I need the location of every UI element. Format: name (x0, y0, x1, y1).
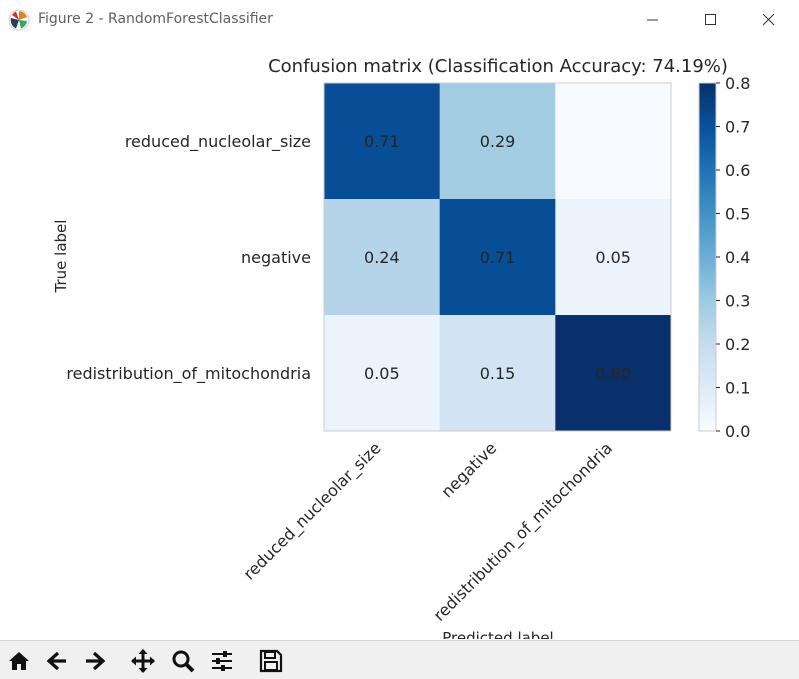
chart-title: Confusion matrix (Classification Accurac… (268, 56, 728, 77)
colorbar-tick-label: 0.2 (725, 335, 750, 354)
window-titlebar: Figure 2 - RandomForestClassifier (0, 0, 799, 40)
cell-value-label: 0.29 (480, 132, 516, 151)
forward-button[interactable] (82, 648, 108, 674)
figure-canvas: Confusion matrix (Classification Accurac… (0, 40, 799, 639)
window-title: Figure 2 - RandomForestClassifier (38, 11, 273, 27)
configure-subplots-button[interactable] (209, 648, 235, 674)
cell-value-label: 0.80 (595, 364, 631, 383)
heatmap-cell (439, 83, 556, 200)
maximize-button[interactable] (688, 0, 734, 40)
row-tick-labels: reduced_nucleolar_size negative redistribu… (66, 132, 311, 384)
minimize-icon (647, 19, 658, 21)
close-button[interactable] (746, 0, 792, 40)
heatmap-cells (324, 83, 672, 432)
colorbar-tick-label: 0.3 (725, 292, 750, 311)
close-icon (763, 14, 775, 26)
colorbar-tick-label: 0.0 (725, 422, 750, 441)
heatmap-cell (439, 315, 556, 432)
x-axis-label: Predicted label (442, 629, 553, 639)
heatmap-cell (555, 83, 672, 200)
row-tick-label: negative (241, 248, 311, 267)
column-tick-label: reduced_nucleolar_size (240, 438, 386, 584)
pan-button[interactable] (130, 648, 156, 674)
colorbar-tick-label: 0.6 (725, 161, 750, 180)
column-tick-labels: reduced_nucleolar_size negativeredistribu… (240, 438, 617, 625)
cell-value-label: 0.24 (364, 248, 400, 267)
cell-value-label: 0.71 (364, 132, 400, 151)
column-tick-label: negative (437, 438, 500, 501)
heatmap-cell (324, 83, 441, 200)
heatmap-cell (324, 199, 441, 316)
row-tick-label: reduced_nucleolar_size (125, 132, 311, 152)
back-arrow-icon (46, 651, 66, 671)
colorbar (698, 82, 717, 432)
colorbar-tick-label: 0.5 (725, 205, 750, 224)
save-icon (259, 649, 283, 673)
heatmap-cell (439, 199, 556, 316)
navigation-toolbar (0, 640, 799, 679)
zoom-icon (172, 650, 195, 673)
y-axis-label: True label (52, 220, 70, 294)
plot-frame (323, 82, 672, 432)
cell-value-label: 0.71 (480, 248, 516, 267)
cell-value-label: 0.05 (364, 364, 400, 383)
home-button[interactable] (6, 648, 32, 674)
forward-arrow-icon (86, 651, 106, 671)
colorbar-tick-label: 0.8 (725, 74, 750, 93)
pan-icon (131, 649, 155, 673)
cell-value-labels: 0.71 0.29 0.24 0.71 0.05 0.05 0.15 0.80 (364, 132, 631, 383)
colorbar-ticks: 0.0 0.1 0.2 0.3 0.4 0.5 0.6 0.7 0.8 (716, 74, 750, 441)
colorbar-tick-label: 0.7 (725, 118, 750, 137)
back-button[interactable] (44, 648, 70, 674)
heatmap-cell (555, 315, 672, 432)
heatmap-cell (555, 199, 672, 316)
save-button[interactable] (258, 648, 284, 674)
colorbar-tick-label: 0.4 (725, 248, 750, 267)
configure-subplots-icon (212, 651, 232, 671)
row-tick-label: redistribution_of_mitochondria (66, 364, 311, 384)
maximize-icon (705, 14, 716, 25)
zoom-button[interactable] (170, 648, 196, 674)
cell-value-label: 0.05 (595, 248, 631, 267)
home-icon (9, 652, 29, 670)
confusion-matrix-chart: Confusion matrix (Classification Accurac… (52, 56, 750, 639)
heatmap-cell (324, 315, 441, 432)
matplotlib-icon (8, 9, 30, 31)
cell-value-label: 0.15 (480, 364, 516, 383)
minimize-button[interactable] (630, 0, 676, 40)
colorbar-tick-label: 0.1 (725, 379, 750, 398)
